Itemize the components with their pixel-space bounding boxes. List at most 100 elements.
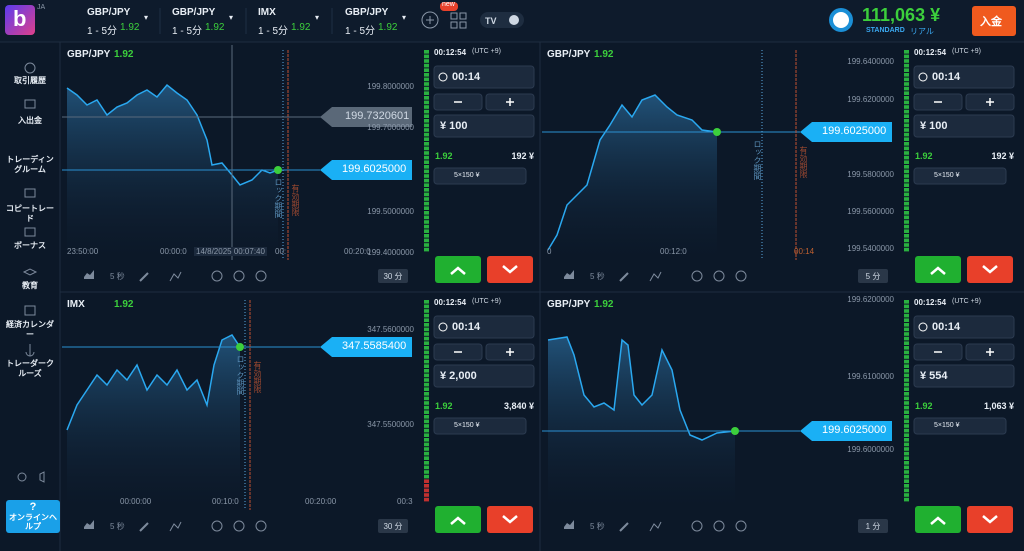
sidebar-item[interactable]: トレーディングルーム [6, 155, 54, 174]
signal-segment [424, 424, 429, 428]
sidebar-item[interactable]: コピートレード [6, 204, 54, 223]
signal-segment [904, 359, 909, 364]
sidebar-item[interactable]: トレーダークルーズ [6, 359, 54, 378]
asset-payout: 1.92 [594, 299, 614, 310]
asset-payout: 1.92 [594, 49, 614, 60]
clock-icon [438, 322, 448, 332]
signal-segment [424, 465, 429, 470]
sidebar-item[interactable]: ボーナス [14, 241, 46, 250]
signal-segment [904, 336, 909, 341]
tab-caret: ▾ [229, 13, 234, 22]
signal-segment [904, 364, 909, 368]
signal-segment [904, 165, 909, 169]
amount[interactable]: ¥ 554 [920, 370, 948, 382]
signal-segment [424, 327, 429, 332]
help-button[interactable]: オンラインヘルプ [9, 513, 57, 531]
amount[interactable]: ¥ 100 [920, 120, 948, 132]
signal-segment [904, 355, 909, 359]
signal-segment [424, 341, 429, 345]
signal-segment [904, 470, 909, 474]
sidebar-item[interactable]: 教育 [22, 281, 38, 290]
signal-segment [904, 73, 909, 77]
signal-segment [904, 220, 909, 224]
input-box [433, 417, 527, 435]
put-button[interactable] [487, 506, 533, 533]
put-button[interactable] [487, 256, 533, 283]
sidebar-item[interactable]: 経済カレンダー [6, 320, 54, 339]
chart-panel: GBP/JPY 1.92 199.8000000 199.7000000 199.500… [62, 45, 538, 290]
signal-segment [424, 318, 429, 322]
signal-segment [904, 178, 909, 183]
sidebar-item[interactable]: 入出金 [18, 116, 42, 125]
signal-segment [424, 50, 429, 54]
option[interactable]: 5×150 ¥ [934, 172, 960, 179]
timeframe[interactable]: 5 分 [865, 272, 881, 281]
signal-segment [904, 369, 909, 373]
help-icon: ? [29, 501, 37, 513]
timeframe[interactable]: 30 分 [383, 272, 403, 281]
signal-segment [424, 77, 429, 82]
option[interactable]: 5×150 ¥ [934, 422, 960, 429]
duration[interactable]: 00:14 [932, 321, 961, 333]
logo-badge: JA [37, 4, 46, 11]
expiry-label: 有効期限 [253, 361, 262, 393]
amount[interactable]: ¥ 2,000 [440, 370, 477, 382]
input-box [433, 65, 535, 89]
plus [506, 98, 514, 106]
signal-segment [424, 197, 429, 201]
signal-segment [904, 82, 909, 86]
price-tag [800, 421, 892, 441]
tab-payout: 1.92 [205, 22, 225, 33]
asset-payout: 1.92 [114, 49, 134, 60]
tool-zoom [233, 520, 245, 532]
duration[interactable]: 00:14 [452, 321, 481, 333]
signal-segment [424, 234, 429, 238]
signal-segment [424, 369, 429, 373]
input-box [913, 417, 1007, 435]
signal-segment [424, 364, 429, 368]
current-point [731, 427, 739, 435]
duration[interactable]: 00:14 [452, 71, 481, 83]
trade-payout: 1.92 [435, 401, 453, 411]
call-arrow [450, 266, 466, 275]
timeframe[interactable]: 30 分 [383, 522, 403, 531]
y-tick-label: 199.6200000 [847, 95, 894, 104]
put-button[interactable] [967, 256, 1013, 283]
amount[interactable]: ¥ 100 [440, 120, 468, 132]
trade-payout: 1.92 [915, 151, 933, 161]
sidebar-item[interactable]: 取引履歴 [14, 76, 46, 85]
signal-segment [424, 396, 429, 401]
timeframe[interactable]: 1 分 [865, 522, 881, 531]
tool-zoom [735, 270, 747, 282]
tool-ruler [139, 522, 149, 532]
option[interactable]: 5×150 ¥ [454, 172, 480, 179]
put-button[interactable] [967, 506, 1013, 533]
signal-segment [904, 382, 909, 387]
signal-segment [904, 247, 909, 252]
tab-timeframe: 1 - 5分 [87, 26, 118, 37]
x-tick-label: 00:10:0 [212, 497, 239, 506]
duration[interactable]: 00:14 [932, 71, 961, 83]
signal-segment [904, 433, 909, 437]
tool-draw [649, 521, 662, 532]
signal-segment [904, 318, 909, 322]
deposit-button[interactable]: 入金 [980, 16, 1002, 28]
x-tick-label: 00:3 [397, 497, 413, 506]
signal-segment [904, 243, 909, 247]
signal-segment [904, 465, 909, 470]
signal-segment [904, 474, 909, 479]
signal-segment [904, 341, 909, 345]
y-tick-label: 199.6000000 [847, 445, 894, 454]
y-tick-label: 347.5600000 [367, 325, 414, 334]
price-area [548, 337, 735, 510]
signal-segment [424, 238, 429, 243]
tool-zoom [691, 520, 703, 532]
price-tag [320, 337, 412, 357]
option[interactable]: 5×150 ¥ [454, 422, 480, 429]
put-arrow [982, 265, 998, 274]
signal-segment [904, 211, 909, 215]
signal-segment [424, 456, 429, 460]
price-area [67, 335, 240, 510]
signal-segment [904, 442, 909, 447]
